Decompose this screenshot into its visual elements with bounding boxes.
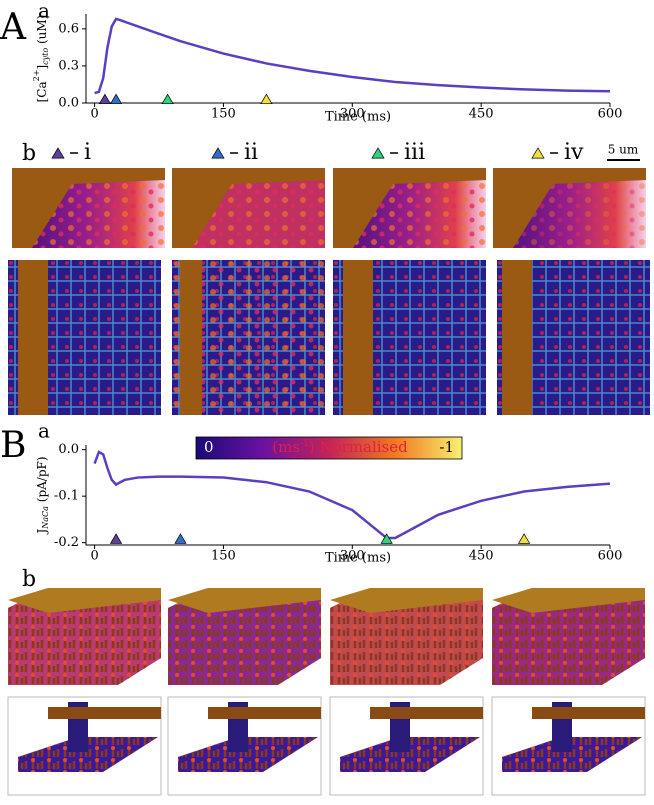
- section-row: [8, 260, 650, 415]
- x-tick-label: 300: [340, 107, 365, 122]
- marker: [174, 533, 187, 544]
- colorbar-label: (ms-1) Normalised: [272, 438, 408, 456]
- y-label-sub: cyto: [41, 48, 50, 65]
- y-tick-label: -0.2: [54, 535, 79, 550]
- marker: [260, 93, 273, 105]
- y-label-unit: (pA/pF): [35, 456, 49, 506]
- panel-label: A: [0, 7, 27, 48]
- marker: [161, 93, 174, 105]
- line: [93, 450, 611, 540]
- y-tick-label: 0.6: [58, 21, 79, 36]
- colorbar: [195, 436, 463, 460]
- marker: [380, 533, 393, 544]
- panel-label: B: [0, 425, 26, 466]
- y-tick-label: 0.0: [58, 96, 79, 111]
- legend-label: ii: [244, 140, 258, 165]
- panel-label: a: [38, 419, 50, 443]
- legend-marker: [371, 147, 385, 159]
- x-tick-label: 450: [469, 107, 494, 122]
- volume-row: [8, 588, 645, 685]
- legend-label: iv: [564, 140, 584, 165]
- x-axis-label: Time (ms): [325, 551, 391, 566]
- x-axis-label: Time (ms): [325, 110, 391, 125]
- image-panels: [7, 168, 650, 796]
- y-label-mid: ]: [35, 65, 49, 70]
- y-label-sup: 2+: [32, 70, 41, 82]
- x-tick-label: 150: [211, 107, 236, 122]
- surface-row: [12, 168, 646, 248]
- section-volume-row: [7, 696, 646, 796]
- x-tick-label: 600: [598, 549, 623, 564]
- y-tick-label: -0.1: [54, 489, 79, 504]
- x-tick-label: 0: [90, 549, 98, 564]
- panel-label: b: [22, 141, 36, 166]
- x-tick-label: 450: [469, 549, 494, 564]
- legend-marker: [531, 147, 545, 159]
- legend-marker: [211, 147, 225, 159]
- legend-marker: [51, 147, 65, 159]
- x-tick-label: 150: [211, 549, 236, 564]
- y-label-base: J: [35, 529, 49, 536]
- marker: [98, 93, 112, 105]
- scale-bar-label: 5 um: [608, 143, 639, 157]
- colorbar-low: 0: [204, 438, 214, 456]
- y-tick-label: 0.0: [58, 442, 79, 457]
- y-label-unit: (uM): [35, 15, 49, 48]
- y-label-sub: NaCa: [41, 506, 50, 530]
- colorbar-label-sup: -1: [300, 439, 309, 449]
- panel-label: a: [38, 0, 50, 23]
- y-label-base: [Ca: [35, 81, 49, 102]
- x-tick-label: 0: [90, 107, 98, 122]
- panel-label: b: [22, 567, 36, 592]
- legend-label: iii: [404, 140, 425, 165]
- x-tick-label: 300: [340, 549, 365, 564]
- y-axis-label: [Ca2+]cyto (uM): [32, 15, 50, 103]
- marker: [517, 533, 531, 544]
- x-tick-label: 600: [598, 107, 623, 122]
- marker: [109, 533, 123, 544]
- y-axis-label: JNaCa (pA/pF): [35, 456, 51, 535]
- colorbar-label-base: (ms: [272, 438, 300, 456]
- axis: [85, 445, 610, 546]
- colorbar-high: -1: [439, 438, 454, 456]
- colorbar-label-after: ) Normalised: [309, 438, 408, 456]
- y-tick-label: 0.3: [58, 58, 79, 73]
- line: [94, 17, 611, 95]
- marker: [109, 93, 123, 105]
- legend-label: i: [84, 140, 91, 165]
